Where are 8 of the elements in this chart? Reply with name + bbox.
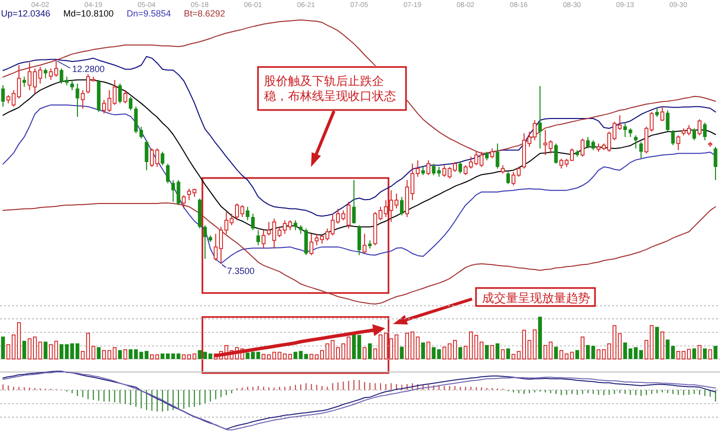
annotation: 12.2800 [72,64,105,74]
text: Up=12.0346 [1,8,50,18]
text: Dn=9.5854 [126,8,171,18]
text: 成交量呈现放量趋势 [482,291,590,305]
text: 7.3500 [227,266,255,276]
text: Bt=8.6292 [184,8,226,18]
text: Md=10.8100 [63,8,114,18]
annotation: 股价触及下轨后止跌企稳，布林线呈现收口状态 [264,74,396,103]
